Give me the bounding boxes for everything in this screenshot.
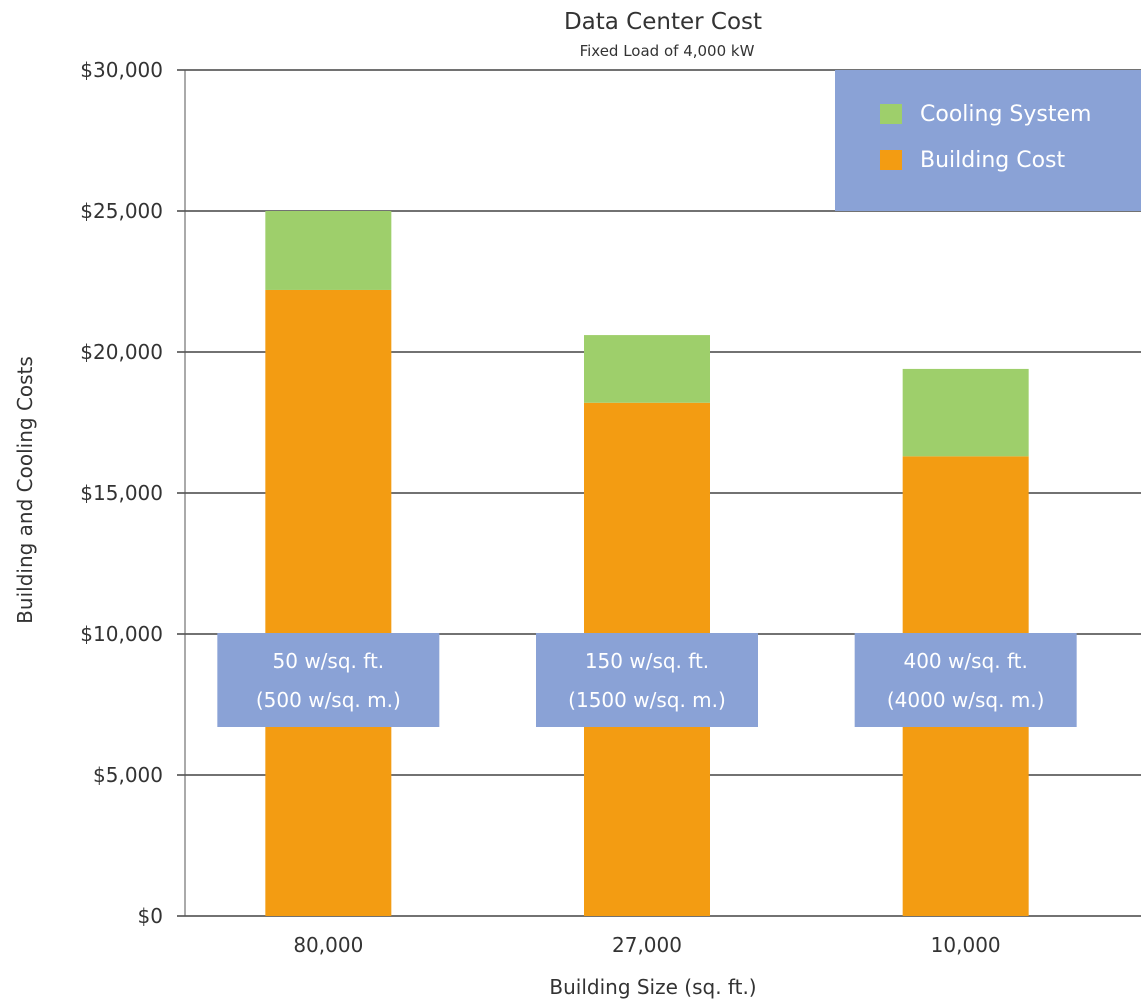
y-tick-label-0: $0 [138,904,163,928]
density-label-box-2 [854,633,1077,727]
x-axis-ticks: 80,000 27,000 10,000 [293,933,1000,957]
bars [265,211,1029,917]
bar-cooling-system-80-000 [265,211,392,290]
chart-title: Data Center Cost [564,9,762,35]
bar-cooling-system-27-000 [584,335,710,403]
x-axis-label: Building Size (sq. ft.) [549,975,756,999]
y-tick-label-3: $15,000 [80,481,163,505]
chart-subtitle: Fixed Load of 4,000 kW [580,42,755,60]
x-tick-label-1: 27,000 [612,933,682,957]
legend-swatch-cooling-system [880,104,902,124]
density-label-box-1 [536,633,758,727]
y-tick-label-4: $20,000 [80,340,163,364]
y-tick-label-2: $10,000 [80,622,163,646]
legend-box [835,70,1141,211]
density-label-line1-2: 400 w/sq. ft. [903,649,1027,673]
y-tick-label-5: $25,000 [80,199,163,223]
density-label-line2-2: (4000 w/sq. m.) [887,688,1045,712]
legend-label-building-cost: Building Cost [920,148,1066,173]
density-label-box-0 [217,633,440,727]
legend: Cooling System Building Cost [835,70,1141,211]
x-tick-label-0: 80,000 [293,933,363,957]
density-label-line2-0: (500 w/sq. m.) [256,688,401,712]
density-annotations: 50 w/sq. ft. (500 w/sq. m.) 150 w/sq. ft. (… [217,633,1077,727]
density-label-line1-0: 50 w/sq. ft. [273,649,385,673]
y-tick-label-1: $5,000 [93,763,163,787]
bar-cooling-system-10-000 [902,368,1029,457]
legend-swatch-building-cost [880,150,902,170]
y-axis-ticks: $0 $5,000 $10,000 $15,000 $20,000 $25,000 $30,… [80,58,163,928]
density-label-line2-1: (1500 w/sq. m.) [568,688,726,712]
legend-label-cooling-system: Cooling System [920,102,1091,127]
y-axis-label: Building and Cooling Costs [13,356,37,624]
y-tick-label-6: $30,000 [80,58,163,82]
bar-building-cost-80-000 [265,289,392,917]
density-label-2: 400 w/sq. ft. (4000 w/sq. m.) [854,633,1077,727]
x-tick-label-2: 10,000 [931,933,1001,957]
density-label-1: 150 w/sq. ft. (1500 w/sq. m.) [536,633,758,727]
density-label-0: 50 w/sq. ft. (500 w/sq. m.) [217,633,440,727]
density-label-line1-1: 150 w/sq. ft. [585,649,709,673]
